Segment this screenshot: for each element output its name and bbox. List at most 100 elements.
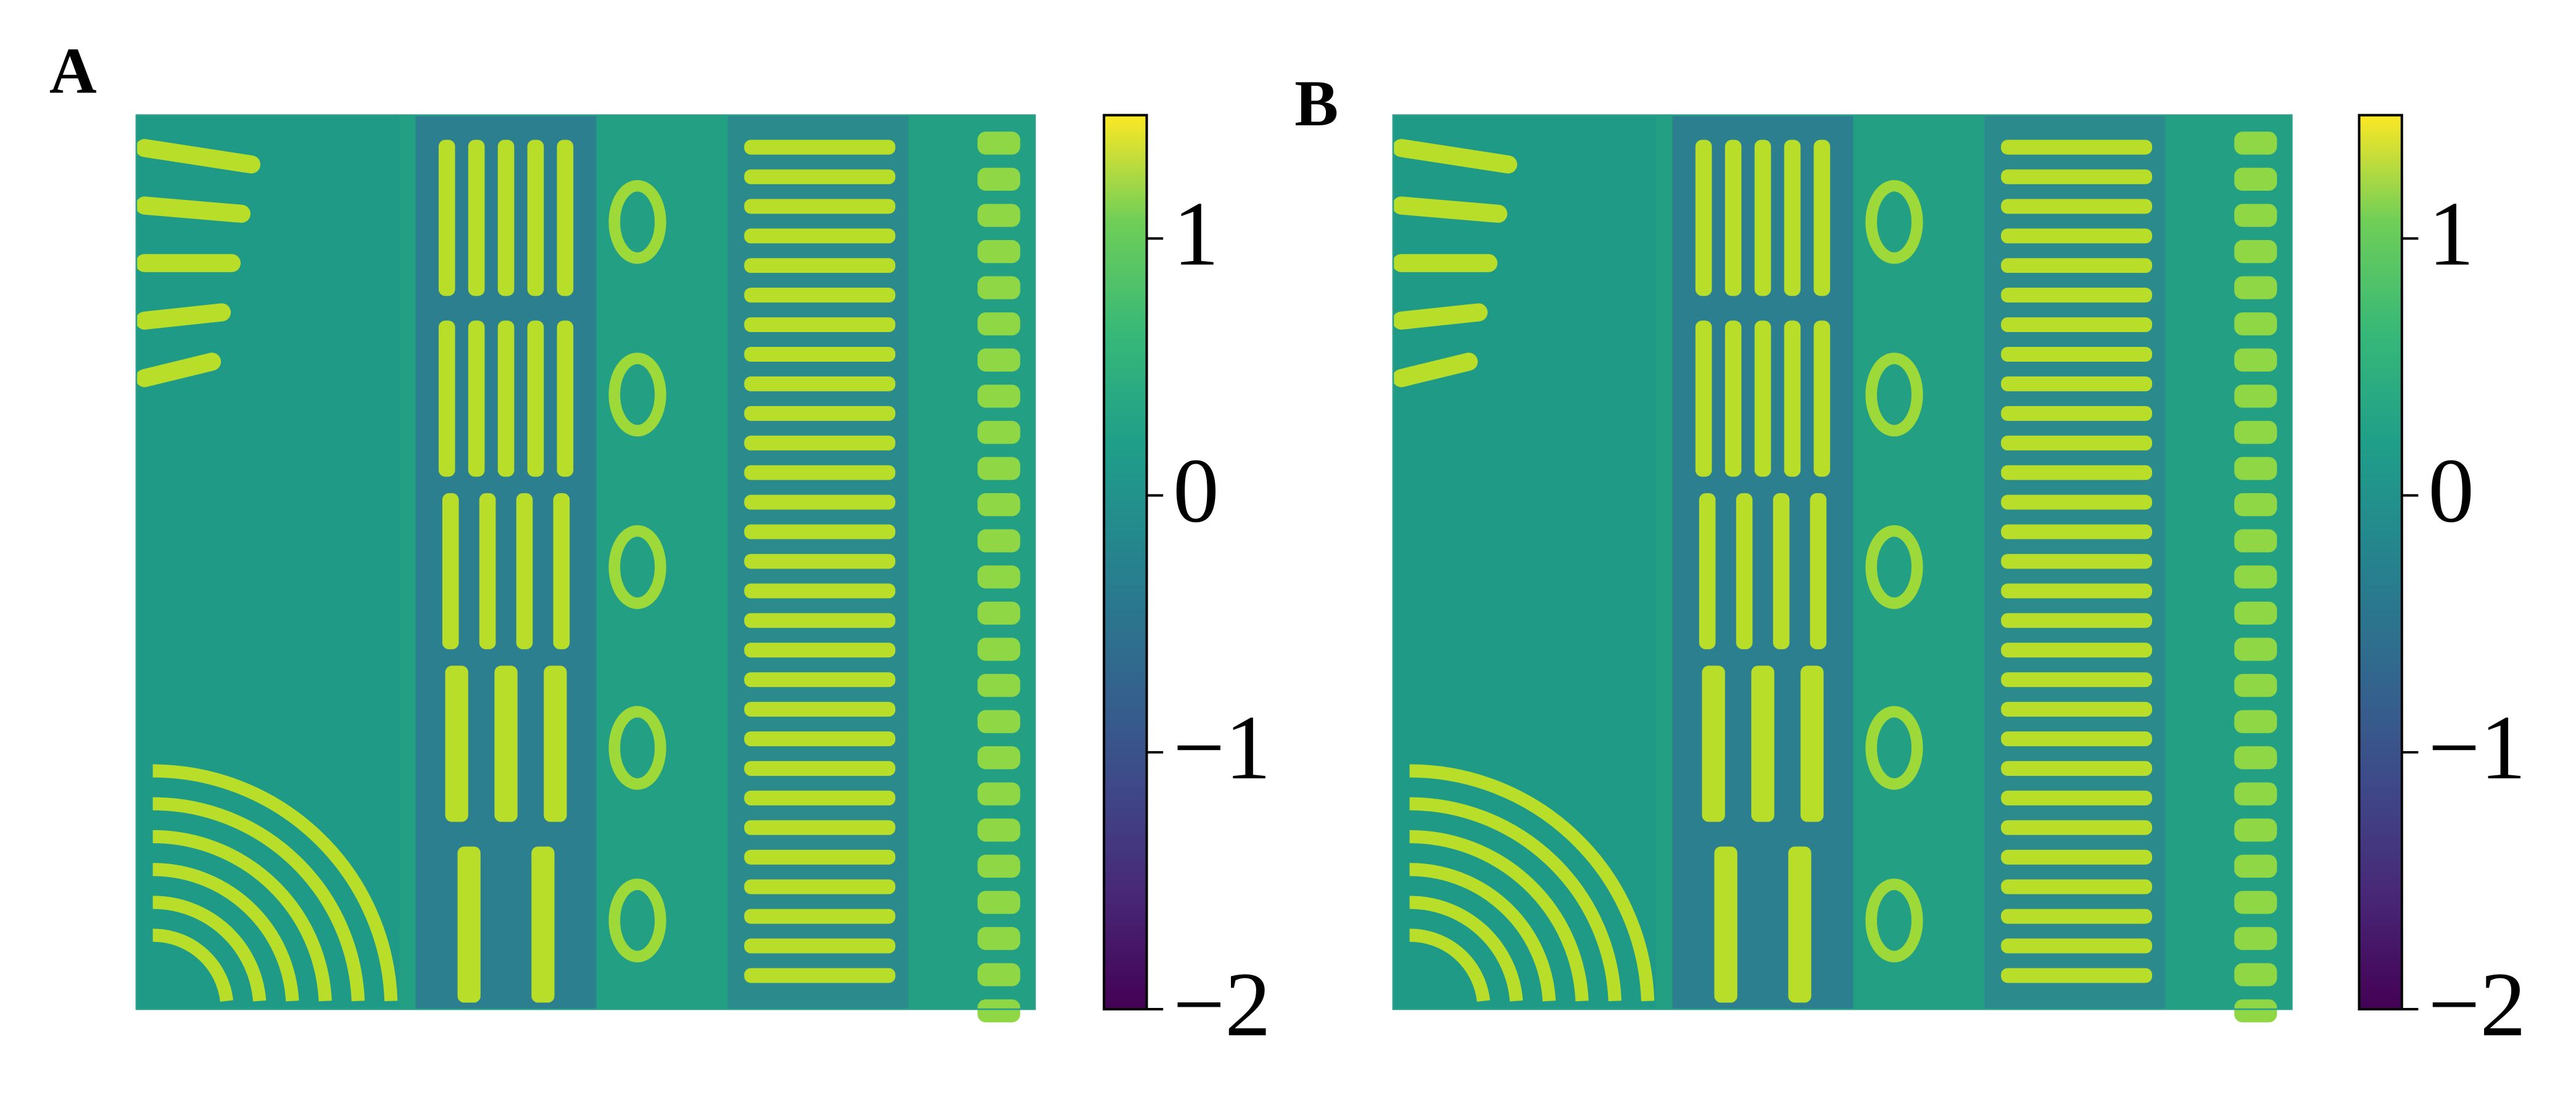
image-feature bbox=[468, 139, 485, 296]
image-feature bbox=[744, 820, 896, 835]
image-feature bbox=[2234, 710, 2277, 733]
image-feature bbox=[2001, 938, 2153, 954]
image-feature bbox=[2001, 643, 2153, 658]
colorbar-tick-label: 0 bbox=[1173, 440, 1219, 542]
image-feature bbox=[977, 818, 1021, 842]
image-feature bbox=[744, 406, 896, 421]
image-feature bbox=[744, 702, 896, 717]
image-feature bbox=[2001, 672, 2153, 688]
image-feature bbox=[2001, 139, 2153, 155]
image-feature bbox=[2001, 909, 2153, 924]
colorbar-tick-label: −2 bbox=[1173, 954, 1271, 1055]
image-feature bbox=[608, 525, 666, 609]
image-feature bbox=[744, 938, 896, 954]
image-feature bbox=[1409, 928, 1490, 1002]
image-feature bbox=[744, 760, 896, 776]
image-feature bbox=[2001, 879, 2153, 894]
image-feature bbox=[2234, 818, 2277, 842]
image-feature bbox=[2001, 406, 2153, 421]
image-feature bbox=[1754, 320, 1771, 477]
image-feature bbox=[2234, 999, 2277, 1023]
image-feature bbox=[544, 665, 567, 822]
image-feature bbox=[2234, 385, 2277, 408]
image-feature bbox=[2001, 760, 2153, 776]
image-feature bbox=[977, 638, 1021, 661]
image-feature bbox=[977, 457, 1021, 480]
image-frame bbox=[1392, 114, 2293, 1010]
image-feature bbox=[2234, 276, 2277, 299]
colorbar-tick-label: −1 bbox=[1173, 697, 1271, 799]
image-feature bbox=[744, 347, 896, 362]
image-feature bbox=[152, 764, 398, 1002]
image-feature bbox=[2234, 239, 2277, 264]
image-feature bbox=[2001, 347, 2153, 362]
image-feature bbox=[1754, 139, 1771, 296]
image-feature bbox=[1409, 764, 1655, 1002]
image-feature bbox=[1725, 139, 1742, 296]
colorbar-tick-label: 0 bbox=[2428, 440, 2474, 542]
image-feature bbox=[1810, 493, 1827, 649]
image-feature bbox=[445, 665, 468, 822]
image-feature bbox=[2001, 435, 2153, 451]
image-feature bbox=[977, 529, 1021, 552]
image-feature bbox=[2234, 601, 2277, 625]
image-feature bbox=[2234, 638, 2277, 661]
image-feature bbox=[152, 830, 332, 1002]
image-feature bbox=[2234, 926, 2277, 951]
image-feature bbox=[442, 493, 459, 649]
image-feature bbox=[2001, 169, 2153, 185]
image-feature bbox=[135, 303, 231, 330]
image-feature bbox=[977, 239, 1021, 264]
image-feature bbox=[977, 565, 1021, 589]
colorbar-tick-label: −2 bbox=[2428, 954, 2526, 1055]
image-feature bbox=[608, 878, 666, 963]
image-feature bbox=[2001, 376, 2153, 391]
image-feature bbox=[2001, 613, 2153, 628]
image-feature bbox=[2001, 228, 2153, 244]
image-feature bbox=[1788, 846, 1812, 1003]
image-feature bbox=[1392, 196, 1507, 223]
image-feature bbox=[1392, 352, 1478, 388]
panel-label: B bbox=[1294, 67, 1338, 140]
image-feature bbox=[457, 846, 481, 1003]
image-feature bbox=[744, 731, 896, 747]
image-feature bbox=[977, 782, 1021, 805]
image-feature bbox=[531, 846, 555, 1003]
image-feature bbox=[977, 167, 1021, 191]
image-feature bbox=[2001, 317, 2153, 333]
image-feature bbox=[527, 139, 544, 296]
image-feature bbox=[977, 999, 1021, 1023]
image-feature bbox=[744, 672, 896, 688]
image-feature bbox=[977, 854, 1021, 878]
image-feature bbox=[2001, 199, 2153, 214]
image-feature bbox=[608, 352, 666, 437]
image-feature bbox=[2234, 457, 2277, 480]
image-feature bbox=[744, 849, 896, 865]
image-feature bbox=[1699, 493, 1716, 649]
image-feature bbox=[152, 928, 234, 1002]
image-feature bbox=[2001, 731, 2153, 747]
image-feature bbox=[1714, 846, 1737, 1003]
image-feature bbox=[557, 139, 574, 296]
image-feature bbox=[438, 320, 455, 477]
image-feature bbox=[2234, 348, 2277, 372]
image-feature bbox=[2234, 673, 2277, 697]
image-feature bbox=[977, 963, 1021, 986]
image-feature bbox=[2001, 790, 2153, 805]
image-feature bbox=[744, 288, 896, 303]
image-feature bbox=[1865, 180, 1923, 264]
image-feature bbox=[2234, 963, 2277, 986]
image-feature bbox=[744, 790, 896, 805]
image-feature bbox=[1695, 320, 1712, 477]
image-feature bbox=[135, 196, 251, 223]
image-frame bbox=[135, 114, 1036, 1010]
image-feature bbox=[2234, 746, 2277, 770]
image-feature bbox=[977, 926, 1021, 951]
image-feature bbox=[1784, 320, 1801, 477]
image-feature bbox=[1865, 352, 1923, 437]
image-feature bbox=[744, 465, 896, 480]
image-feature bbox=[152, 863, 299, 1002]
image-feature bbox=[744, 317, 896, 333]
image-feature bbox=[608, 180, 666, 264]
image-feature bbox=[1773, 493, 1790, 649]
